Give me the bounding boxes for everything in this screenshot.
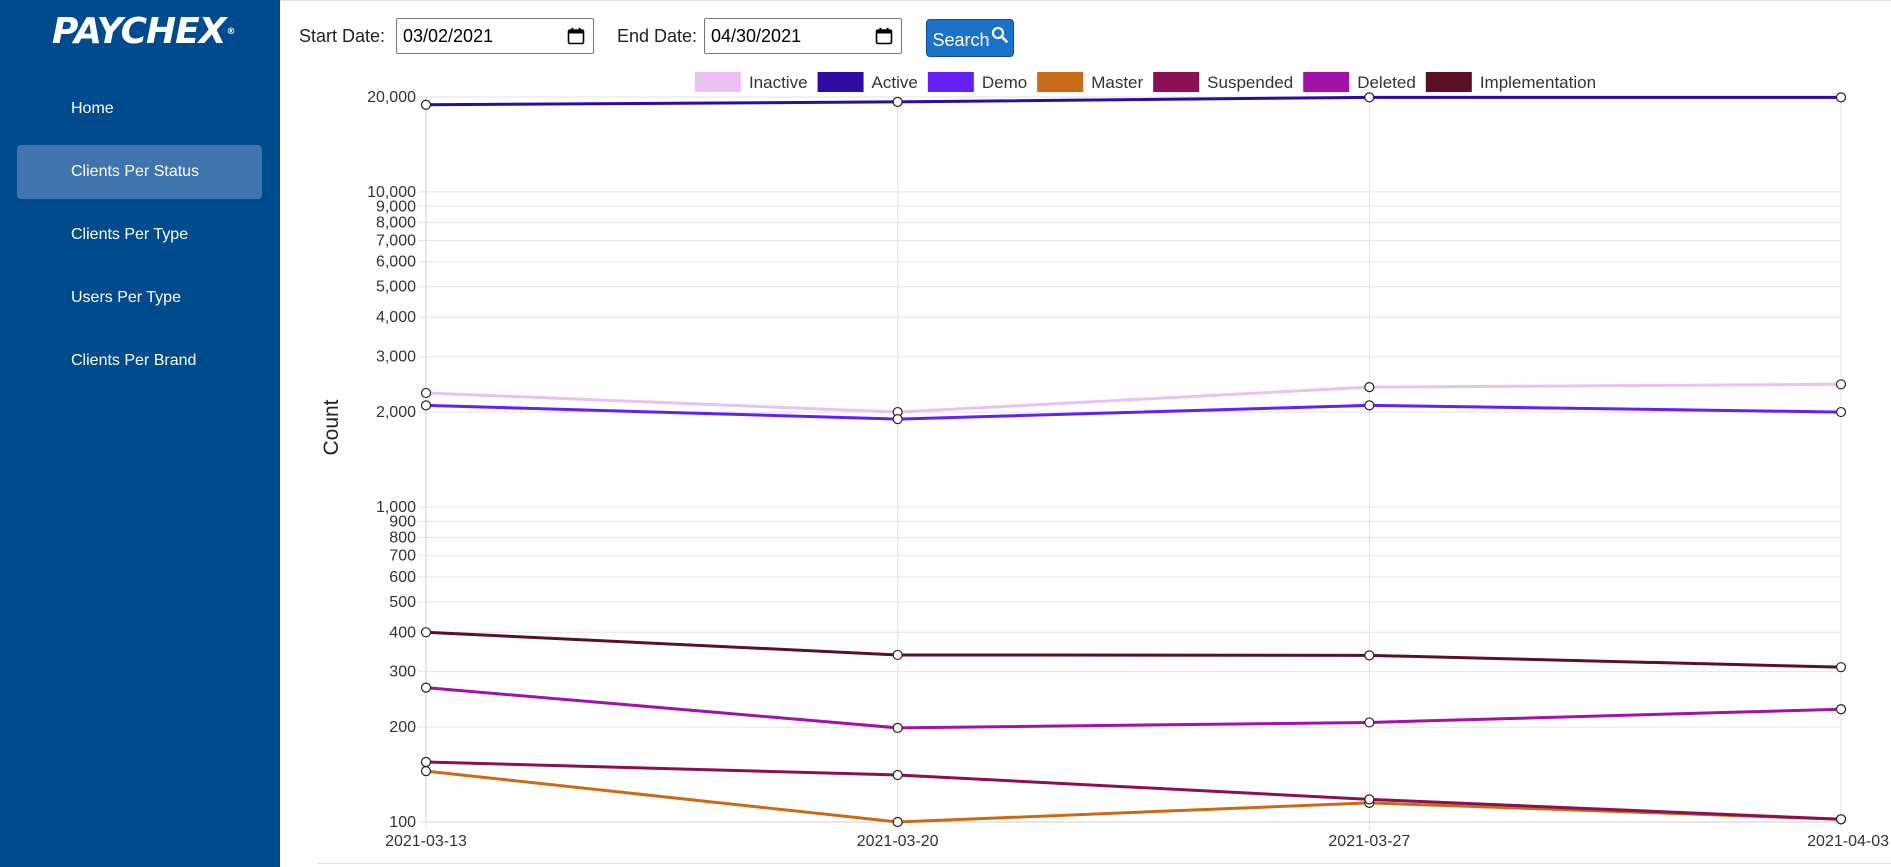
sidebar-nav: Home Clients Per Status Clients Per Type… — [17, 82, 262, 397]
start-date-input[interactable]: 03/02/2021 — [396, 18, 594, 54]
data-point-active — [1835, 92, 1847, 103]
legend-label-suspended: Suspended — [1207, 73, 1293, 92]
y-tick-label: 8,000 — [376, 214, 416, 231]
legend-label-inactive: Inactive — [749, 73, 808, 92]
y-tick-label: 2,000 — [376, 404, 416, 421]
data-point-suspended — [1364, 794, 1375, 805]
data-point-active — [892, 96, 903, 107]
series-line-active — [425, 95, 1841, 107]
table-top-border — [317, 863, 1891, 864]
y-tick-label: 20,000 — [367, 89, 416, 106]
start-date-label: Start Date: — [299, 26, 386, 46]
y-tick-label: 100 — [389, 814, 416, 831]
data-point-deleted — [1364, 717, 1375, 728]
start-date-value: 03/02/2021 — [403, 25, 494, 46]
y-tick-label: 200 — [389, 719, 416, 736]
y-tick-label: 400 — [389, 624, 416, 641]
clients-per-status-chart: 100 200 300 400 500 600 700 800 900 1,000 2,000 3,0… — [280, 72, 1891, 867]
series-line-demo — [425, 403, 1842, 421]
y-tick-label: 10,000 — [367, 184, 416, 201]
x-tick-label: 2021-03-27 — [1328, 833, 1410, 850]
legend-label-implementation: Implementation — [1480, 73, 1596, 92]
data-point-demo — [1364, 400, 1375, 411]
search-button-label: Search — [932, 30, 990, 50]
date-filter-toolbar: Start Date: 03/02/2021 End Date: 04/30/2… — [280, 0, 1891, 72]
header-border — [280, 0, 1891, 1]
y-tick-label: 3,000 — [376, 349, 416, 366]
data-point-implementation — [1835, 662, 1847, 673]
legend-swatch-suspended — [1153, 72, 1200, 92]
calendar-icon[interactable] — [875, 27, 893, 45]
data-point-deleted — [420, 682, 432, 693]
paychex-logo: PAYCHEX® — [52, 11, 236, 52]
data-point-implementation — [892, 649, 903, 661]
data-point-inactive — [1364, 382, 1375, 393]
sidebar-item-clients-per-status[interactable]: Clients Per Status — [17, 145, 262, 199]
x-tick-label: 2021-03-13 — [385, 833, 467, 850]
data-point-deleted — [1835, 704, 1847, 715]
legend-swatch-demo — [927, 72, 974, 92]
logo-text: PAYCHEX — [52, 11, 226, 52]
legend-label-master: Master — [1091, 73, 1143, 92]
data-point-suspended — [892, 769, 903, 781]
y-tick-label: 700 — [389, 548, 416, 565]
registered-mark: ® — [226, 27, 236, 37]
legend-swatch-active — [817, 72, 864, 92]
legend-label-active: Active — [872, 73, 918, 92]
sidebar-item-clients-per-type[interactable]: Clients Per Type — [71, 226, 189, 243]
data-point-demo — [892, 413, 903, 425]
x-tick-label: 2021-04-03 — [1807, 833, 1889, 850]
data-point-implementation — [420, 627, 432, 638]
y-tick-label: 9,000 — [376, 198, 416, 215]
y-tick-label: 600 — [389, 569, 416, 586]
sidebar-item-users-per-type[interactable]: Users Per Type — [71, 289, 181, 306]
y-tick-label: 5,000 — [376, 279, 416, 296]
data-point-demo — [420, 400, 432, 411]
data-point-suspended — [1835, 814, 1847, 825]
sidebar: PAYCHEX® Home Clients Per Status Clients… — [0, 0, 280, 867]
series-line-inactive — [425, 382, 1842, 414]
data-point-suspended — [420, 756, 432, 768]
data-point-active — [420, 99, 432, 110]
y-tick-label: 7,000 — [376, 233, 416, 250]
legend-swatch-inactive — [694, 72, 741, 92]
y-tick-label: 900 — [389, 513, 416, 530]
data-point-inactive — [420, 387, 432, 399]
legend-swatch-deleted — [1303, 72, 1350, 92]
sidebar-item-home[interactable]: Home — [71, 100, 114, 117]
end-date-value: 04/30/2021 — [711, 25, 802, 46]
search-button[interactable]: Search — [926, 19, 1014, 57]
y-tick-label: 300 — [389, 664, 416, 681]
legend-swatch-master — [1037, 72, 1084, 92]
series-line-implementation — [425, 630, 1842, 669]
legend-label-demo: Demo — [982, 73, 1027, 92]
y-axis-title: Count — [320, 399, 343, 455]
y-tick-label: 800 — [389, 529, 416, 546]
y-tick-label: 6,000 — [376, 254, 416, 271]
legend-swatch-implementation — [1425, 72, 1472, 92]
x-tick-label: 2021-03-20 — [857, 833, 939, 850]
series-line-suspended — [425, 760, 1842, 821]
data-point-inactive — [1835, 379, 1847, 390]
data-point-active — [1364, 92, 1375, 103]
calendar-icon[interactable] — [567, 27, 585, 45]
series-line-deleted — [425, 686, 1842, 730]
end-date-label: End Date: — [617, 26, 698, 46]
data-point-master — [420, 766, 432, 777]
y-tick-label: 500 — [389, 594, 416, 611]
search-icon — [991, 26, 1008, 43]
data-point-deleted — [892, 722, 903, 733]
end-date-input[interactable]: 04/30/2021 — [704, 18, 902, 54]
data-point-demo — [1835, 406, 1847, 418]
legend-label-deleted: Deleted — [1357, 73, 1416, 92]
series-line-master — [425, 769, 1842, 824]
sidebar-item-clients-per-brand[interactable]: Clients Per Brand — [71, 352, 197, 369]
data-point-master — [892, 816, 903, 828]
y-tick-label: 1,000 — [376, 499, 416, 516]
y-tick-label: 4,000 — [376, 309, 416, 326]
data-point-implementation — [1364, 650, 1375, 661]
